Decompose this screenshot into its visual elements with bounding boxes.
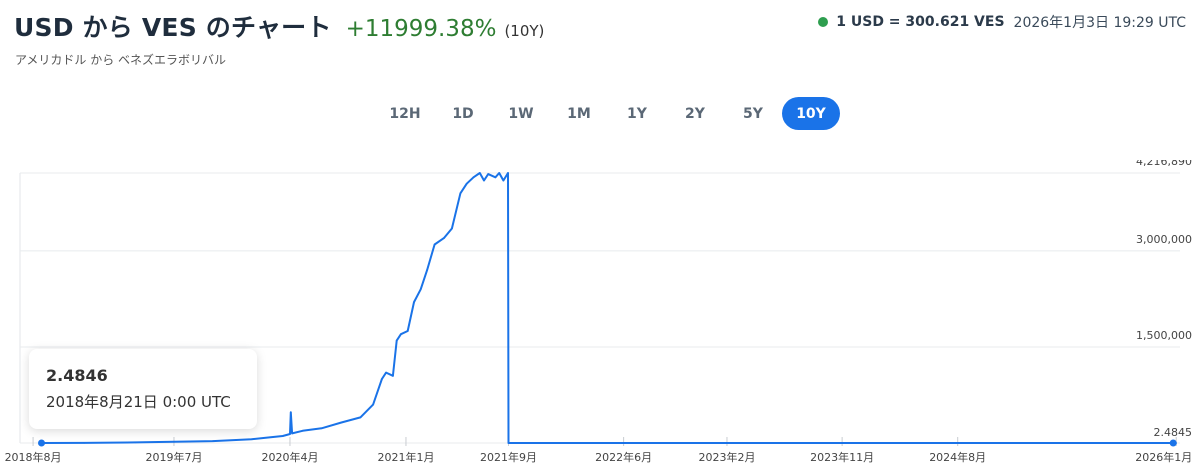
data-point xyxy=(483,179,485,182)
data-point xyxy=(478,172,481,174)
data-point xyxy=(413,301,415,303)
data-point xyxy=(419,288,422,291)
live-rate: 1 USD = 300.621 VES 2026年1月3日 19:29 UTC xyxy=(818,12,1186,32)
y-tick-label: 1,500,000 xyxy=(1136,329,1192,342)
data-point xyxy=(291,432,293,435)
tab-1w[interactable]: 1W xyxy=(508,105,534,122)
data-point xyxy=(359,416,362,419)
percent-change: +11999.38% xyxy=(345,16,497,42)
x-tick-label: 2021年1月 xyxy=(377,450,434,464)
x-tick-label: 2024年8月 xyxy=(929,450,986,464)
y-tick-label: 2.4845 xyxy=(1154,426,1193,439)
exchange-rate: 1 USD = 300.621 VES xyxy=(836,14,1005,30)
data-point xyxy=(290,411,292,414)
data-point xyxy=(726,442,728,444)
data-point xyxy=(372,403,374,406)
live-status-icon xyxy=(818,17,829,27)
data-point xyxy=(406,330,409,332)
y-tick-label: 3,000,000 xyxy=(1136,233,1192,246)
data-point xyxy=(301,430,304,432)
tab-2y[interactable]: 2Y xyxy=(685,105,705,122)
data-point xyxy=(281,435,284,437)
data-point xyxy=(465,182,468,185)
data-point xyxy=(134,441,137,444)
data-point xyxy=(433,243,436,246)
x-tick-label: 2026年1月 xyxy=(1135,450,1192,464)
page-title: USD から VES のチャート xyxy=(14,13,332,42)
data-point xyxy=(381,378,383,380)
data-point xyxy=(320,427,323,430)
data-point xyxy=(211,440,214,442)
data-point xyxy=(494,176,497,179)
data-point xyxy=(841,442,843,444)
data-point xyxy=(622,442,625,444)
data-point xyxy=(395,339,398,342)
period-label: (10Y) xyxy=(504,22,545,40)
data-point xyxy=(472,176,475,179)
tab-1y[interactable]: 1Y xyxy=(627,105,647,122)
data-point xyxy=(507,442,510,444)
data-point xyxy=(502,179,505,182)
series-line xyxy=(41,172,1177,444)
rate-timestamp: 2026年1月3日 19:29 UTC xyxy=(1013,15,1186,31)
data-point xyxy=(459,192,462,195)
start-marker xyxy=(38,439,46,447)
currency-pair-subtitle: アメリカドル から ベネズエラボリバル xyxy=(15,53,227,67)
x-tick-label: 2018年8月 xyxy=(5,450,62,464)
data-point xyxy=(250,438,253,440)
tab-1m[interactable]: 1M xyxy=(567,105,591,122)
x-tick-label: 2020年4月 xyxy=(261,450,318,464)
data-point xyxy=(487,173,490,175)
data-point xyxy=(443,237,445,239)
data-point xyxy=(498,172,500,174)
data-point xyxy=(392,374,394,377)
data-point xyxy=(451,227,453,230)
data-point xyxy=(507,172,509,174)
y-tick-label: 4,216,890 xyxy=(1136,160,1192,168)
data-point xyxy=(173,441,175,443)
x-tick-label: 2022年6月 xyxy=(595,450,652,464)
data-point xyxy=(956,442,959,444)
data-point xyxy=(289,433,291,435)
exchange-rate-chart: 2.4845 1,500,000 3,000,000 4,216,890 2018年8月… xyxy=(5,160,1193,464)
data-point xyxy=(400,333,402,335)
data-point xyxy=(340,421,343,424)
x-tick-label: 2021年9月 xyxy=(480,450,537,464)
tooltip-value: 2.4846 xyxy=(46,366,108,385)
data-point xyxy=(269,436,272,439)
tooltip-date: 2018年8月21日 0:00 UTC xyxy=(46,393,231,411)
tab-5y[interactable]: 5Y xyxy=(743,105,763,122)
data-point xyxy=(426,269,428,271)
time-range-tabs: 12H 1D 1W 1M 1Y 2Y 5Y 10Y xyxy=(376,97,840,130)
x-tick-label: 2019年7月 xyxy=(145,450,202,464)
tab-12h[interactable]: 12H xyxy=(389,105,421,122)
tab-1d[interactable]: 1D xyxy=(452,105,474,122)
chart-tooltip: 2.4846 2018年8月21日 0:00 UTC xyxy=(29,349,257,429)
data-point xyxy=(83,442,86,444)
x-tick-label: 2023年2月 xyxy=(698,450,755,464)
data-point xyxy=(385,371,387,374)
title-row: USD から VES のチャート +11999.38% (10Y) xyxy=(14,8,544,44)
end-marker xyxy=(1169,439,1177,447)
tab-10y[interactable]: 10Y xyxy=(782,97,840,130)
x-tick-label: 2023年11月 xyxy=(810,450,874,464)
